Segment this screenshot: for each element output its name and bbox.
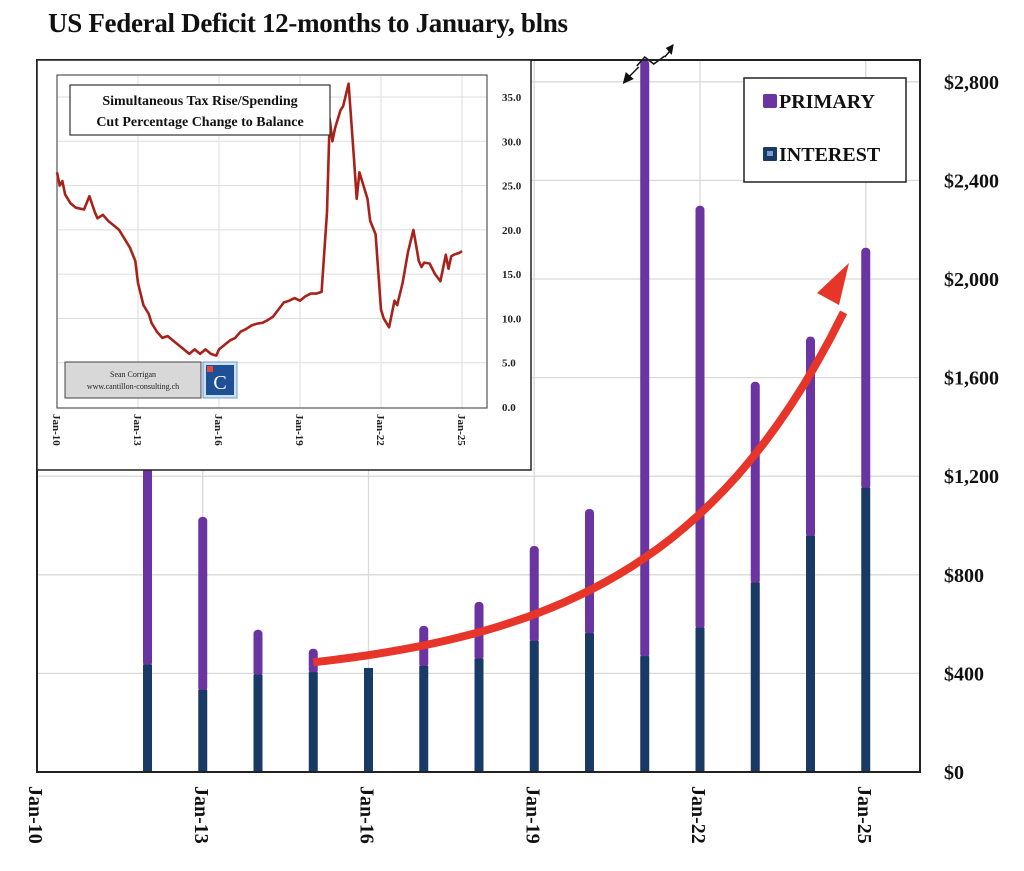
- legend-primary-label: PRIMARY: [779, 91, 876, 113]
- bar-interest: [640, 656, 650, 772]
- y-tick-label: $1,200: [944, 466, 999, 488]
- bar-primary: [695, 205, 705, 630]
- logo-badge: [207, 366, 213, 372]
- y-tick-label: $400: [944, 663, 984, 685]
- inset-y-tick-label: 35.0: [502, 92, 522, 104]
- credit-name: Sean Corrigan: [110, 370, 156, 379]
- inset-y-axis-ticks: 0.0 5.0 10.0 15.0 20.0 25.0 30.0 35.0: [502, 92, 522, 414]
- bar-interest: [364, 667, 373, 772]
- bar-interest: [861, 487, 871, 772]
- inset-title-box: Simultaneous Tax Rise/Spending Cut Perce…: [69, 84, 331, 136]
- inset-y-tick-label: 15.0: [502, 269, 522, 281]
- inset-x-tick-label: Jan-16: [212, 414, 224, 446]
- y-tick-label: $800: [944, 565, 984, 587]
- bar-interest: [308, 672, 318, 772]
- bar-primary: [253, 629, 263, 677]
- inset-x-tick-label: Jan-19: [293, 414, 305, 446]
- inset-line-series: [55, 82, 463, 357]
- bar-primary: [806, 336, 815, 538]
- bar-interest: [585, 633, 594, 772]
- trend-arrow-head: [817, 263, 849, 305]
- y-tick-label: $2,400: [944, 170, 999, 192]
- x-axis-ticks: Jan-10 Jan-13 Jan-16 Jan-19 Jan-22 Jan-25: [24, 786, 875, 844]
- bar-primary: [198, 516, 208, 692]
- inset-x-tick-label: Jan-13: [131, 414, 143, 446]
- y-axis-ticks: $0 $400 $800 $1,200 $1,600 $2,000 $2,400 $2,800: [944, 72, 999, 784]
- bar-primary: [861, 247, 871, 490]
- bar-primary: [143, 450, 152, 667]
- inset-title-line2: Cut Percentage Change to Balance: [96, 115, 303, 130]
- inset-title-line1: Simultaneous Tax Rise/Spending: [102, 94, 297, 109]
- legend-interest-swatch-inner: [767, 151, 773, 156]
- inset-y-tick-label: 20.0: [502, 225, 522, 237]
- legend: PRIMARY INTEREST: [743, 77, 907, 183]
- credit-url: www.cantillon-consulting.ch: [87, 382, 179, 391]
- y-tick-label: $2,000: [944, 269, 999, 291]
- y-tick-label: $1,600: [944, 368, 999, 390]
- inset-y-tick-label: 30.0: [502, 136, 522, 148]
- trend-arrow: [312, 263, 849, 667]
- inset-x-tick-label: Jan-22: [374, 414, 386, 446]
- bar-primary: [529, 545, 539, 643]
- bar-primary: [585, 508, 594, 636]
- bar-primary: [640, 60, 650, 659]
- break-arrowhead-up: [665, 44, 674, 55]
- inset-plot-frame: [56, 74, 488, 409]
- bar-interest: [529, 640, 539, 772]
- x-tick-label: Jan-19: [521, 786, 543, 844]
- y-tick-label: $0: [944, 762, 964, 784]
- inset-y-tick-label: 0.0: [502, 402, 516, 414]
- inset-credit: Sean Corrigan www.cantillon-consulting.c…: [64, 361, 238, 399]
- inset-y-tick-label: 5.0: [502, 358, 516, 370]
- inset-y-tick-label: 25.0: [502, 181, 522, 193]
- trend-arrow-shaft: [312, 310, 848, 667]
- x-tick-label: Jan-16: [356, 786, 378, 844]
- chart-title: US Federal Deficit 12-months to January,…: [48, 8, 568, 38]
- bar-interest: [198, 689, 208, 772]
- legend-interest-label: INTEREST: [779, 144, 881, 166]
- bar-interest: [750, 582, 760, 772]
- inset-x-tick-label: Jan-10: [50, 414, 62, 446]
- bar-interest: [695, 627, 705, 772]
- bar-interest: [474, 658, 484, 772]
- x-tick-label: Jan-13: [190, 786, 212, 844]
- bar-interest: [806, 535, 815, 772]
- bar-primary: [750, 381, 760, 585]
- bar-interest: [253, 674, 263, 772]
- bar-interest: [419, 666, 429, 772]
- inset-chart: Simultaneous Tax Rise/Spending Cut Perce…: [36, 59, 532, 471]
- x-tick-label: Jan-22: [687, 786, 709, 844]
- x-tick-label: Jan-10: [24, 786, 46, 844]
- bar-interest: [143, 664, 152, 772]
- logo-letter: C: [213, 372, 226, 394]
- inset-x-axis-ticks: Jan-10 Jan-13 Jan-16 Jan-19 Jan-22 Jan-25: [50, 414, 467, 446]
- x-tick-label: Jan-25: [853, 786, 875, 844]
- inset-x-tick-label: Jan-25: [455, 414, 467, 446]
- legend-primary-swatch: [763, 94, 777, 108]
- y-tick-label: $2,800: [944, 72, 999, 94]
- main-bars: [143, 60, 871, 772]
- inset-y-tick-label: 10.0: [502, 313, 522, 325]
